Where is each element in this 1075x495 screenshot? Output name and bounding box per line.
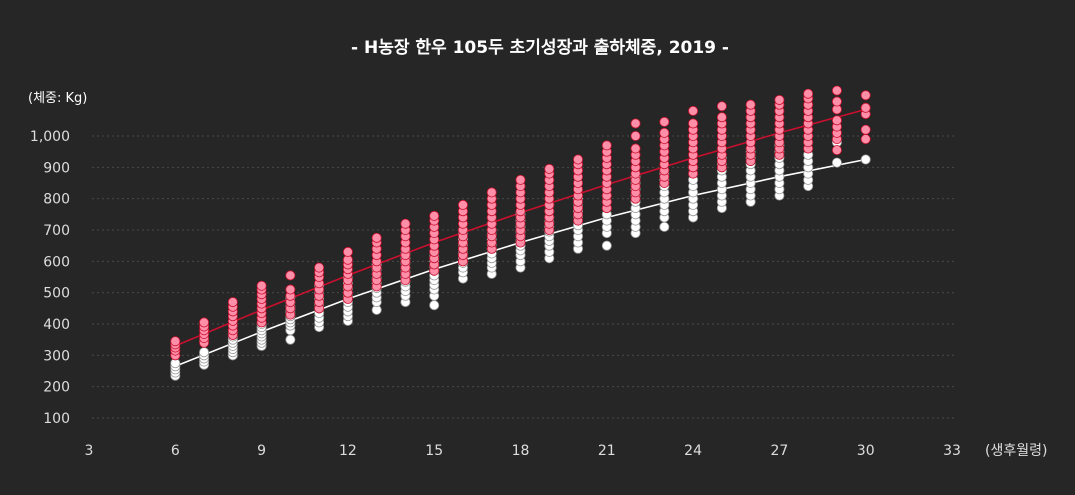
lower-data-point [860, 154, 871, 165]
upper-data-point [860, 90, 871, 101]
upper-data-point [371, 232, 382, 243]
y-tick-label: 300 [43, 348, 70, 364]
x-tick-label: 27 [770, 443, 788, 459]
upper-data-point [170, 336, 181, 347]
upper-data-point [630, 118, 641, 129]
upper-data-point [256, 280, 267, 291]
upper-data-point [199, 317, 210, 328]
upper-data-point [831, 96, 842, 107]
upper-data-point [429, 210, 440, 221]
upper-data-point [745, 99, 756, 110]
upper-data-point [860, 102, 871, 113]
x-tick-label: 18 [512, 443, 530, 459]
upper-data-point [831, 115, 842, 126]
upper-data-point [457, 199, 468, 210]
x-tick-labels: 3 6 9 12 15 18 21 24 27 30 33 [85, 443, 961, 459]
y-tick-label: 400 [43, 317, 70, 333]
upper-data-point [831, 85, 842, 96]
upper-data-point [285, 284, 296, 295]
lower-data-point [199, 347, 210, 358]
y-tick-label: 600 [43, 254, 70, 270]
upper-data-point [716, 112, 727, 123]
y-tick-label: 800 [43, 192, 70, 208]
y-tick-label: 200 [43, 380, 70, 396]
y-tick-label: 100 [43, 411, 70, 427]
upper-data-point [314, 262, 325, 273]
y-tick-label: 500 [43, 286, 70, 302]
upper-data-point [515, 174, 526, 185]
upper-data-point [688, 105, 699, 116]
upper-data-point [342, 246, 353, 257]
lower-data-point [285, 334, 296, 345]
upper-data-point [630, 130, 641, 141]
x-tick-label: 9 [257, 443, 266, 459]
data-points [170, 85, 871, 381]
y-axis-label: (체중: Kg) [28, 91, 87, 106]
x-tick-label: 12 [339, 443, 357, 459]
upper-data-point [400, 218, 411, 229]
upper-data-point [630, 143, 641, 154]
y-tick-labels: 100 200 300 400 500 600 700 800 900 1,000 [30, 129, 70, 427]
upper-data-point [803, 88, 814, 99]
lower-data-point [601, 240, 612, 251]
y-tick-label: 700 [43, 223, 70, 239]
x-tick-label: 6 [171, 443, 180, 459]
upper-data-point [544, 163, 555, 174]
y-tick-label: 1,000 [30, 129, 70, 145]
upper-data-point [860, 134, 871, 145]
chart-title: - H농장 한우 105두 초기성장과 출하체중, 2019 - [351, 38, 729, 58]
x-axis-label: (생후월령) [985, 443, 1047, 459]
upper-data-point [601, 140, 612, 151]
lower-data-point [659, 221, 670, 232]
upper-data-point [774, 94, 785, 105]
upper-data-point [860, 124, 871, 135]
y-tick-label: 900 [43, 160, 70, 176]
x-tick-label: 21 [598, 443, 616, 459]
upper-data-point [688, 118, 699, 129]
lower-data-point [831, 157, 842, 168]
upper-data-point [227, 297, 238, 308]
x-tick-label: 3 [85, 443, 94, 459]
upper-data-point [486, 187, 497, 198]
upper-data-point [831, 145, 842, 156]
upper-data-point [573, 154, 584, 165]
upper-data-point [716, 101, 727, 112]
x-tick-label: 30 [857, 443, 875, 459]
upper-data-point [285, 270, 296, 281]
upper-data-point [659, 127, 670, 138]
x-tick-label: 33 [943, 443, 961, 459]
x-tick-label: 24 [684, 443, 702, 459]
x-tick-label: 15 [425, 443, 443, 459]
lower-data-point [429, 300, 440, 311]
upper-data-point [659, 116, 670, 127]
